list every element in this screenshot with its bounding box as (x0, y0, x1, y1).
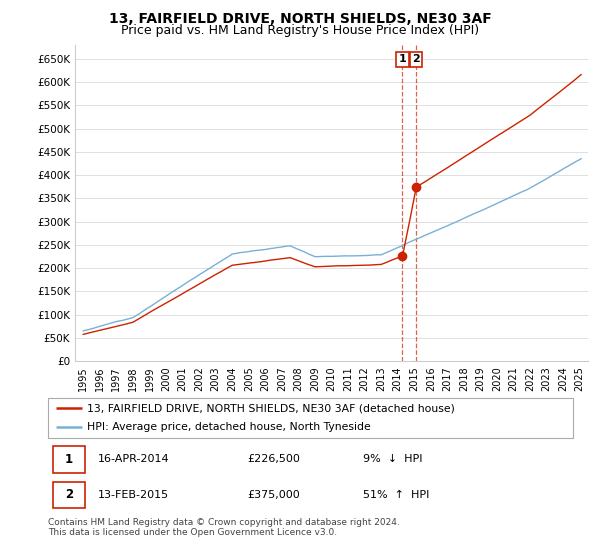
Text: 1: 1 (398, 54, 406, 64)
Text: 1: 1 (65, 452, 73, 466)
Text: 9%  ↓  HPI: 9% ↓ HPI (363, 454, 422, 464)
Text: 2: 2 (412, 54, 420, 64)
Text: 16-APR-2014: 16-APR-2014 (98, 454, 170, 464)
Bar (53, 446, 85, 473)
Text: HPI: Average price, detached house, North Tyneside: HPI: Average price, detached house, Nort… (88, 422, 371, 432)
Text: £226,500: £226,500 (248, 454, 301, 464)
Text: 13, FAIRFIELD DRIVE, NORTH SHIELDS, NE30 3AF: 13, FAIRFIELD DRIVE, NORTH SHIELDS, NE30… (109, 12, 491, 26)
Text: 2: 2 (65, 488, 73, 501)
Text: Price paid vs. HM Land Registry's House Price Index (HPI): Price paid vs. HM Land Registry's House … (121, 24, 479, 37)
Text: 51%  ↑  HPI: 51% ↑ HPI (363, 490, 430, 500)
Text: 13, FAIRFIELD DRIVE, NORTH SHIELDS, NE30 3AF (detached house): 13, FAIRFIELD DRIVE, NORTH SHIELDS, NE30… (88, 404, 455, 413)
Text: Contains HM Land Registry data © Crown copyright and database right 2024.
This d: Contains HM Land Registry data © Crown c… (48, 518, 400, 538)
Text: £375,000: £375,000 (248, 490, 300, 500)
Bar (53, 482, 85, 508)
Text: 13-FEB-2015: 13-FEB-2015 (98, 490, 169, 500)
